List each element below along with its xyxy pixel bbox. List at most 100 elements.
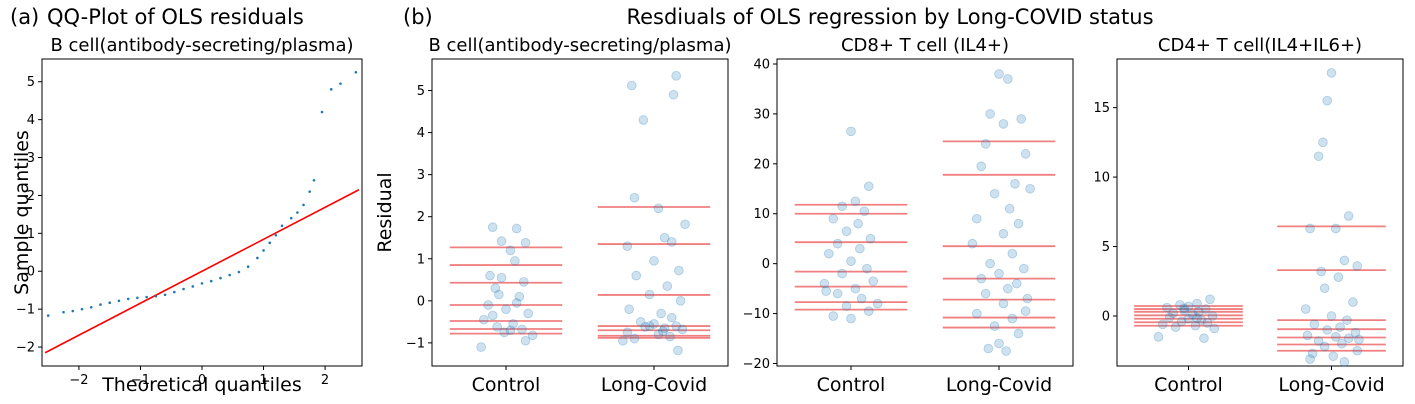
chart-panel-3: CD4+ T cell(IL4+IL6+) 0 5 10 15 Control Long-C… (1093, 35, 1404, 396)
residual-point (1003, 283, 1013, 294)
qq-point (117, 299, 121, 303)
residual-point (505, 325, 516, 336)
residual-point (846, 126, 856, 137)
residual-point (976, 161, 987, 172)
qq-point (296, 211, 299, 214)
residual-point (994, 338, 1004, 349)
residual-point (505, 245, 516, 256)
residual-point (1319, 341, 1330, 352)
category-label: Long-Covid (601, 374, 707, 396)
residual-point (662, 281, 673, 291)
residual-point (846, 313, 856, 324)
residual-point (629, 333, 640, 344)
qq-point (209, 279, 213, 283)
y-tick-label: 30 (753, 107, 770, 122)
residual-point (1196, 315, 1207, 325)
residual-point (494, 289, 504, 300)
residual-point (659, 232, 670, 243)
qq-point (99, 303, 102, 306)
residual-point (1003, 74, 1013, 84)
residual-point (1328, 351, 1339, 362)
residual-point (832, 288, 843, 299)
y-tick-label: −10 (743, 307, 770, 322)
qq-point (108, 301, 111, 305)
residual-point (520, 335, 531, 346)
x-tick-label: 0 (198, 373, 206, 388)
qq-point (274, 233, 278, 237)
y-tick-label: 4 (417, 126, 425, 141)
residual-point (1302, 330, 1313, 341)
residual-point (677, 324, 688, 335)
residual-point (499, 327, 510, 338)
residual-point (671, 321, 681, 331)
residual-point (1007, 313, 1018, 324)
y-tick-label: 0 (762, 257, 770, 272)
residual-point (989, 188, 1000, 199)
residual-point (1343, 333, 1354, 344)
residual-point (832, 238, 843, 249)
residual-point (1183, 313, 1194, 324)
residual-point (1019, 263, 1029, 274)
residual-point (853, 218, 863, 229)
y-tick-label: −1 (406, 336, 425, 351)
residual-point (680, 219, 690, 230)
residual-point (1004, 203, 1015, 214)
qq-point (219, 276, 222, 280)
qq-point (354, 70, 358, 74)
residual-point (1192, 313, 1202, 323)
residual-point (523, 308, 533, 319)
panel-title: B cell(antibody-secreting/plasma) (428, 35, 731, 56)
panel-title: B cell(antibody-secreting/plasma) (50, 35, 353, 56)
residual-point (1176, 316, 1187, 327)
residual-point (1313, 151, 1324, 162)
chart-panel-0: B cell(antibody-secreting/plasma) −2 −1 0 1 2… (11, 35, 363, 396)
residual-point (856, 293, 867, 304)
y-tick-label: 20 (753, 157, 770, 172)
residual-point (671, 71, 681, 81)
y-tick-label: 15 (1093, 101, 1110, 116)
residual-point (1162, 302, 1172, 313)
residual-point (517, 324, 527, 335)
panel-title: CD4+ T cell(IL4+IL6+) (1158, 35, 1362, 56)
residual-point (1335, 322, 1345, 332)
residual-point (862, 263, 872, 274)
residual-point (675, 296, 686, 306)
residual-point (626, 80, 637, 91)
qq-point (46, 314, 50, 317)
residual-point (490, 283, 501, 293)
residual-point (644, 321, 655, 331)
residual-point (496, 272, 507, 283)
chart-panel-1: B cell(antibody-secreting/plasma) −1 0 1 2 3 4… (374, 35, 732, 396)
residual-point (998, 298, 1009, 309)
residual-point (1330, 332, 1341, 342)
residual-point (622, 327, 633, 338)
residual-point (994, 69, 1004, 79)
qq-point (329, 88, 333, 91)
residual-point (527, 330, 538, 341)
qq-point (62, 310, 65, 314)
qq-point (163, 293, 167, 297)
residual-point (985, 109, 995, 119)
residual-point (1305, 354, 1315, 364)
residual-point (1342, 315, 1352, 325)
residual-point (1348, 297, 1358, 307)
y-tick-label: 2 (27, 189, 35, 204)
residual-point (640, 322, 650, 332)
residual-point (622, 241, 633, 251)
residual-point (1016, 114, 1026, 124)
panel-label-a: (a) (10, 5, 39, 29)
qq-point (256, 256, 259, 260)
residual-point (823, 248, 834, 259)
residual-point (644, 289, 655, 300)
y-tick-label: −1 (16, 303, 35, 318)
category-label: Control (472, 374, 541, 396)
residual-point (846, 256, 856, 266)
panel-title: CD8+ T cell (IL4+) (841, 35, 1009, 56)
residual-point (1205, 294, 1215, 305)
x-tick-label: −2 (69, 373, 88, 388)
y-tick-label: 0 (1102, 309, 1110, 324)
residual-point (478, 314, 489, 325)
residual-point (666, 312, 677, 323)
residual-point (1307, 348, 1318, 359)
residual-point (1300, 304, 1311, 314)
